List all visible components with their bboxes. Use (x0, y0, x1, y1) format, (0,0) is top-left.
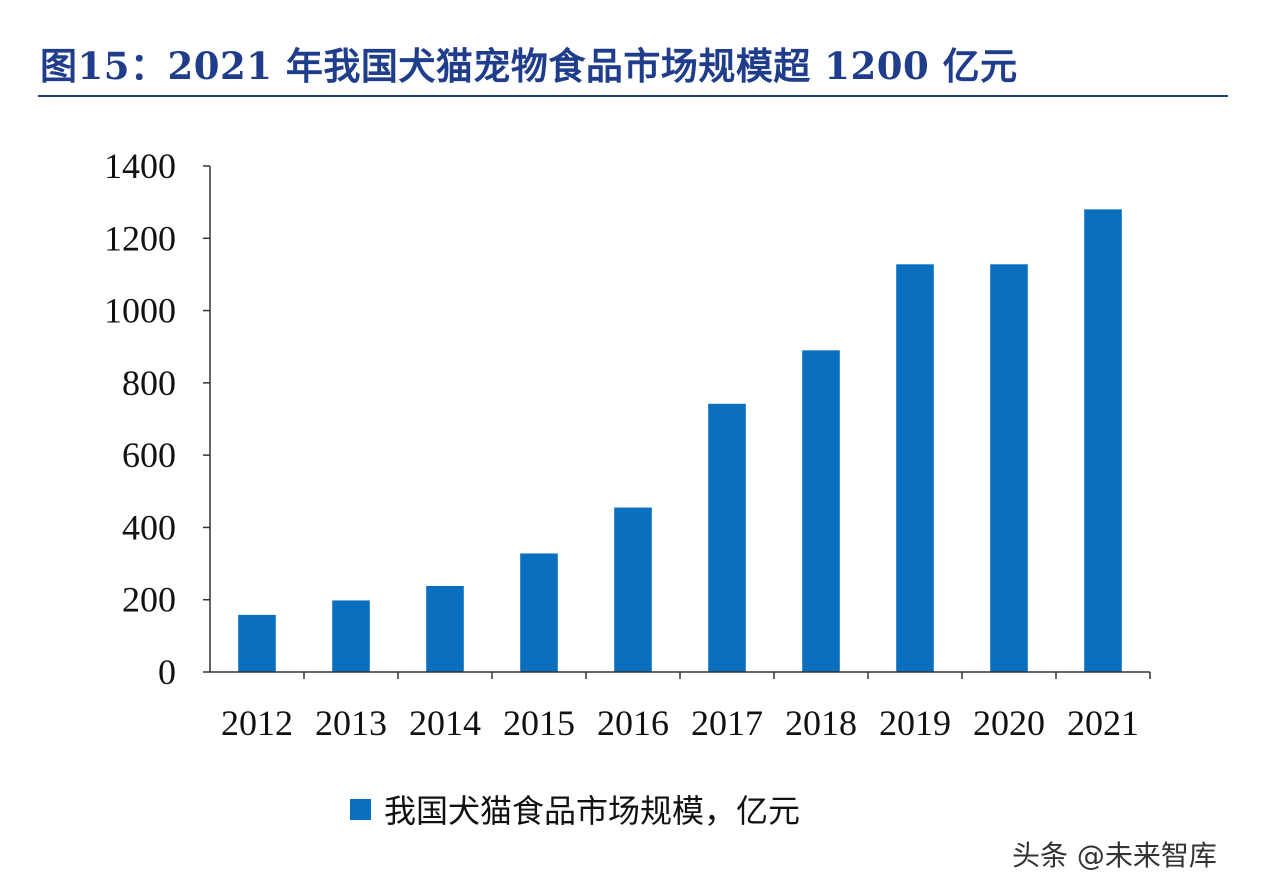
x-tick-label: 2018 (785, 703, 857, 743)
x-tick-label: 2014 (409, 703, 481, 743)
y-tick-label: 800 (122, 363, 176, 403)
bar-2013 (332, 600, 370, 672)
watermark: 头条 @未来智库 (1012, 839, 1217, 872)
bar-2021 (1084, 209, 1122, 672)
bar-2019 (896, 264, 934, 672)
legend-label: 我国犬猫食品市场规模，亿元 (384, 792, 800, 830)
bar-2015 (520, 553, 558, 672)
y-tick-label: 0 (158, 652, 176, 692)
bar-2016 (614, 507, 652, 672)
x-axis-ticks: 2012 2013 2014 2015 2016 2017 2018 2019 2020 2021 (221, 672, 1151, 743)
x-tick-label: 2012 (221, 703, 293, 743)
bar-2020 (990, 264, 1028, 672)
y-axis-ticks: 0 200 400 600 800 1000 1200 1400 (104, 146, 210, 692)
y-tick-label: 1000 (104, 291, 176, 331)
x-tick-label: 2013 (315, 703, 387, 743)
bar-2012 (238, 614, 276, 672)
bar-2017 (708, 403, 746, 672)
x-tick-label: 2019 (879, 703, 951, 743)
bar-2018 (802, 350, 840, 672)
x-tick-label: 2020 (973, 703, 1045, 743)
y-tick-label: 600 (122, 435, 176, 475)
x-tick-label: 2017 (691, 703, 763, 743)
legend-swatch (350, 799, 371, 820)
x-tick-label: 2015 (503, 703, 575, 743)
y-tick-label: 400 (122, 507, 176, 547)
x-tick-label: 2021 (1067, 703, 1139, 743)
y-tick-label: 200 (122, 580, 176, 620)
bars-group (238, 209, 1122, 672)
title-divider (38, 95, 1228, 97)
figure-title: 图15：2021 年我国犬猫宠物食品市场规模超 1200 亿元 (40, 44, 1018, 88)
y-tick-label: 1400 (104, 146, 176, 186)
y-tick-label: 1200 (104, 218, 176, 258)
legend: 我国犬猫食品市场规模，亿元 (350, 792, 800, 830)
bar-2014 (426, 585, 464, 672)
x-tick-label: 2016 (597, 703, 669, 743)
